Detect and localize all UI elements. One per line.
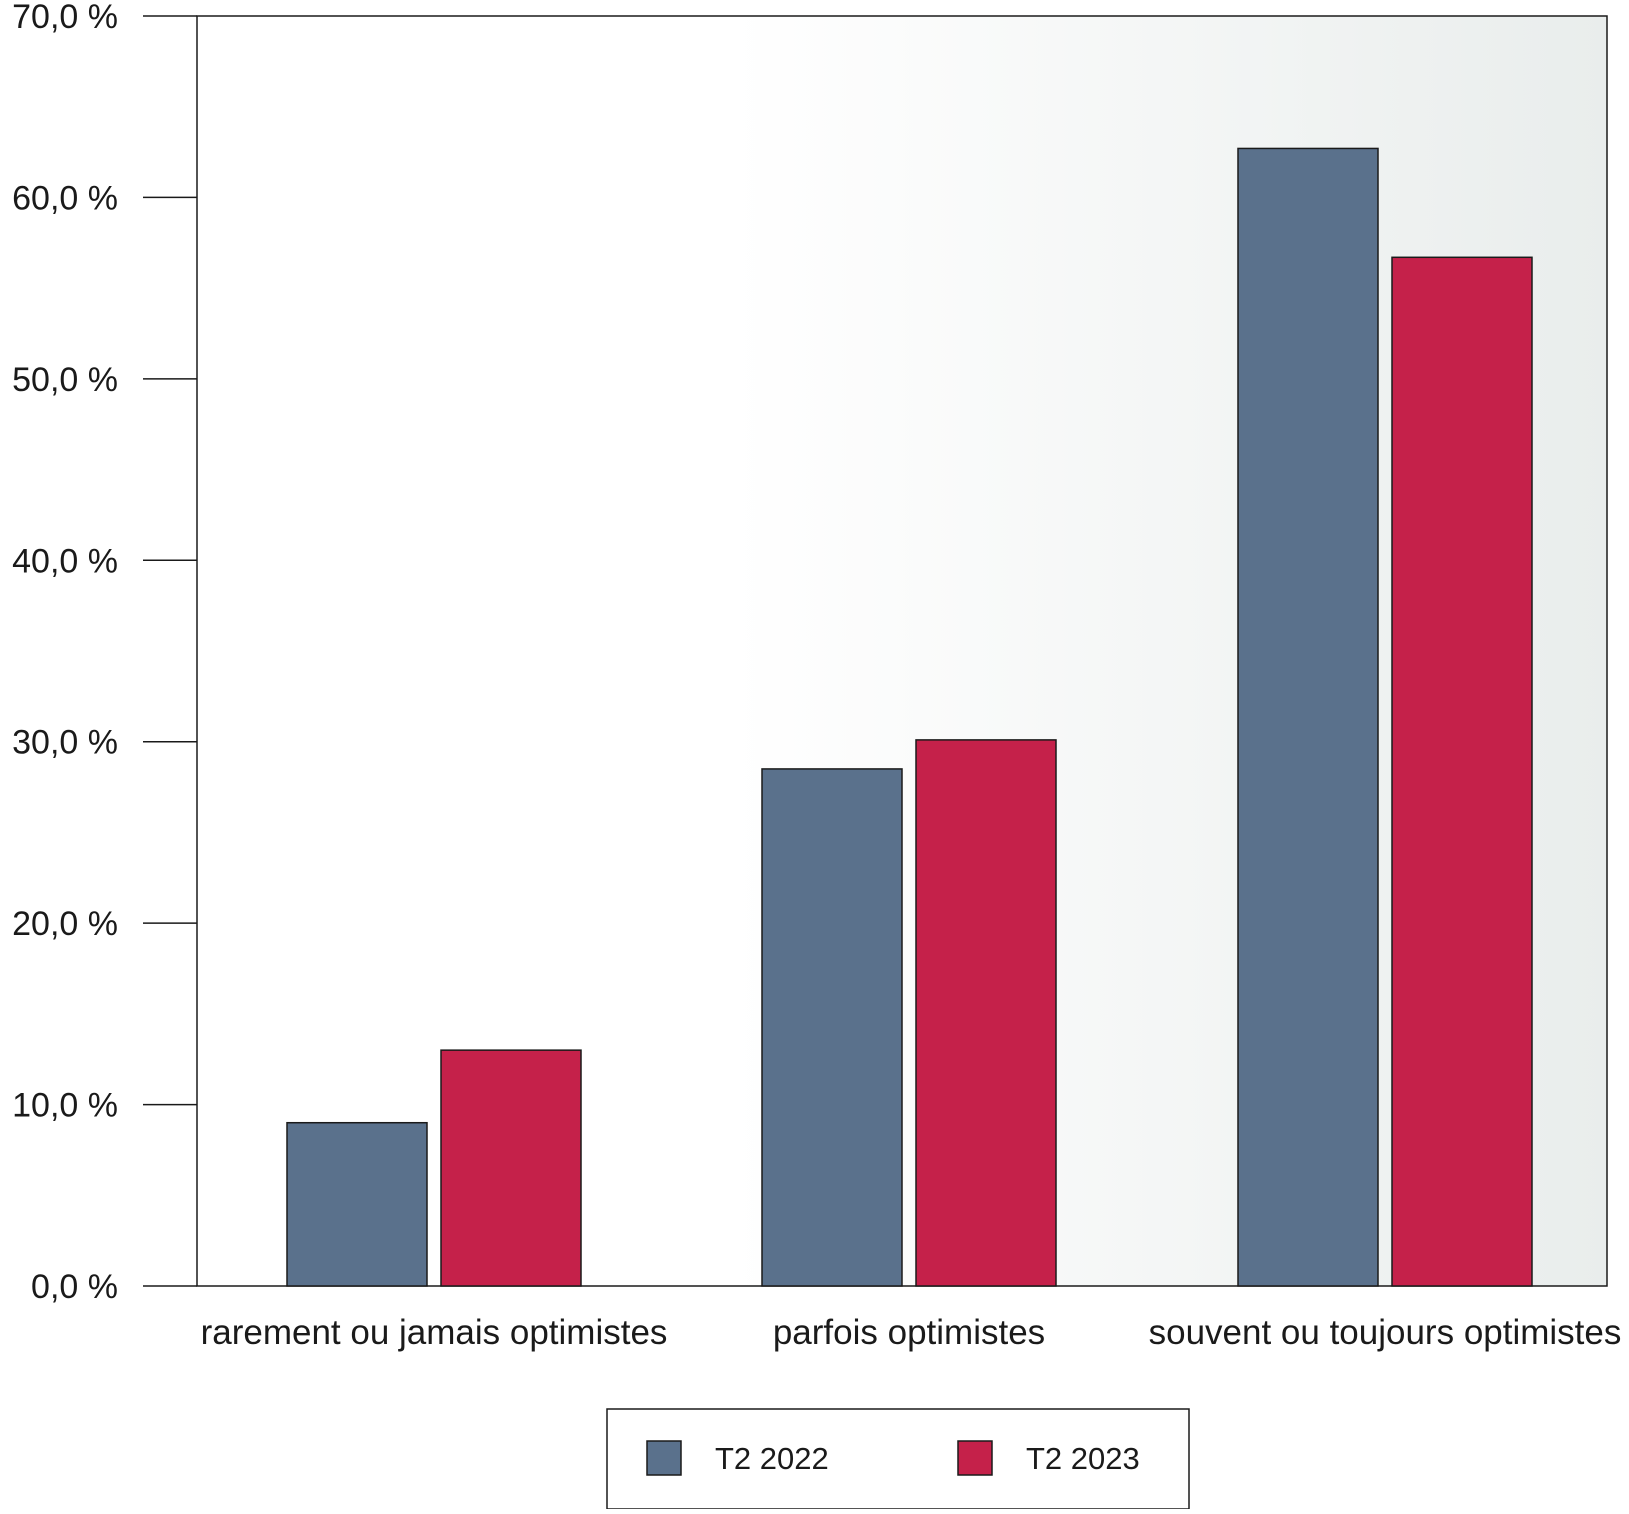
x-axis-labels: rarement ou jamais optimistes parfois opt… <box>201 1313 1622 1352</box>
bar-t2-2023 <box>440 1049 582 1287</box>
y-tick-label: 40,0 % <box>12 542 118 580</box>
y-tick-label: 30,0 % <box>12 724 118 762</box>
legend: T2 2022 T2 2023 <box>606 1408 1190 1510</box>
x-category-label: parfois optimistes <box>773 1313 1045 1352</box>
bar-t2-2022 <box>286 1121 428 1287</box>
bar-t2-2022 <box>761 768 903 1287</box>
y-tick-label: 20,0 % <box>12 905 118 943</box>
bar-t2-2023 <box>915 739 1057 1287</box>
legend-swatch <box>646 1440 682 1476</box>
legend-swatch <box>957 1440 993 1476</box>
bars <box>286 147 1533 1287</box>
y-tick-label: 50,0 % <box>12 361 118 399</box>
legend-box <box>606 1408 1190 1510</box>
y-axis: 0,0 % 10,0 % 20,0 % 30,0 % 40,0 % 50,0 % 60,0 … <box>12 0 197 1306</box>
legend-label: T2 2022 <box>715 1441 829 1476</box>
legend-label: T2 2023 <box>1026 1441 1140 1476</box>
bar-t2-2022 <box>1237 147 1379 1287</box>
y-tick-label: 60,0 % <box>12 179 118 217</box>
x-category-label: rarement ou jamais optimistes <box>201 1313 668 1352</box>
bar-t2-2023 <box>1391 256 1533 1287</box>
y-tick-label: 0,0 % <box>31 1268 118 1306</box>
x-category-label: souvent ou toujours optimistes <box>1149 1313 1622 1352</box>
y-tick-label: 70,0 % <box>12 0 118 36</box>
y-tick-label: 10,0 % <box>12 1087 118 1125</box>
